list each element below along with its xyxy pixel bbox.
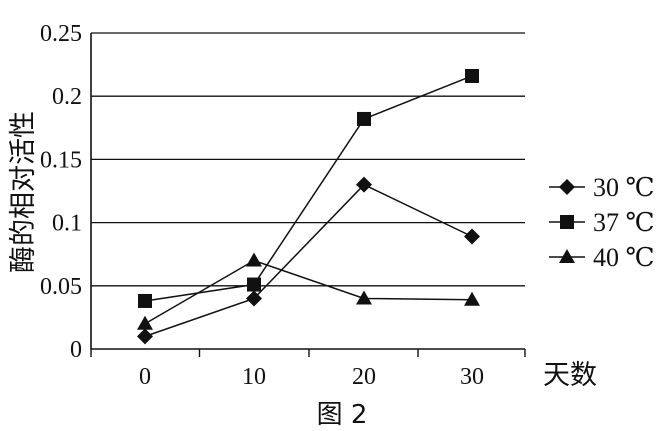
x-axis-title: 天数 <box>543 360 597 391</box>
legend-label: 37 ℃ <box>593 208 655 237</box>
data-point <box>356 290 372 305</box>
legend-marker <box>559 249 575 263</box>
series-line-0 <box>144 183 473 338</box>
y-tick-label: 0 <box>70 337 82 363</box>
axes <box>90 33 526 357</box>
series-line-1 <box>144 75 473 302</box>
grid-lines <box>91 32 525 287</box>
legend-marker <box>560 215 574 229</box>
data-point <box>246 290 262 307</box>
data-point <box>138 293 152 308</box>
y-tick-label: 0.15 <box>40 147 82 173</box>
y-tick-label: 0.05 <box>40 274 82 300</box>
legend-entry-0: 30 ℃ <box>549 173 655 202</box>
series-0 <box>137 176 480 345</box>
y-axis-title: 酶的相对活性 <box>8 111 39 273</box>
figure-caption: 图 2 <box>317 400 368 430</box>
y-tick-label: 0.2 <box>52 84 82 110</box>
x-tick-label: 20 <box>352 364 376 390</box>
series-2 <box>137 252 480 330</box>
data-point <box>246 252 262 267</box>
tick-labels: 0 0.05 0.1 0.15 0.2 0.25 0 10 20 30 <box>40 21 484 390</box>
data-point <box>464 228 480 245</box>
data-point <box>465 68 479 83</box>
data-point <box>464 291 480 306</box>
legend-label: 30 ℃ <box>593 173 655 202</box>
x-tick-label: 30 <box>460 364 484 390</box>
x-tick-label: 0 <box>139 364 151 390</box>
data-point <box>247 277 261 292</box>
data-point <box>356 176 372 193</box>
y-tick-label: 0.1 <box>52 211 82 237</box>
legend: 30 ℃ 37 ℃ 40 ℃ <box>549 173 655 272</box>
data-point <box>357 111 371 126</box>
legend-label: 40 ℃ <box>593 243 655 272</box>
x-tick-label: 10 <box>242 364 266 390</box>
legend-entry-2: 40 ℃ <box>549 243 655 272</box>
data-point <box>137 328 153 345</box>
legend-marker <box>559 179 575 195</box>
legend-entry-1: 37 ℃ <box>549 208 655 237</box>
series-1 <box>138 68 479 308</box>
y-tick-label: 0.25 <box>40 21 82 47</box>
series-line-2 <box>144 259 473 325</box>
data-point <box>137 315 153 330</box>
series-layer <box>137 68 480 345</box>
